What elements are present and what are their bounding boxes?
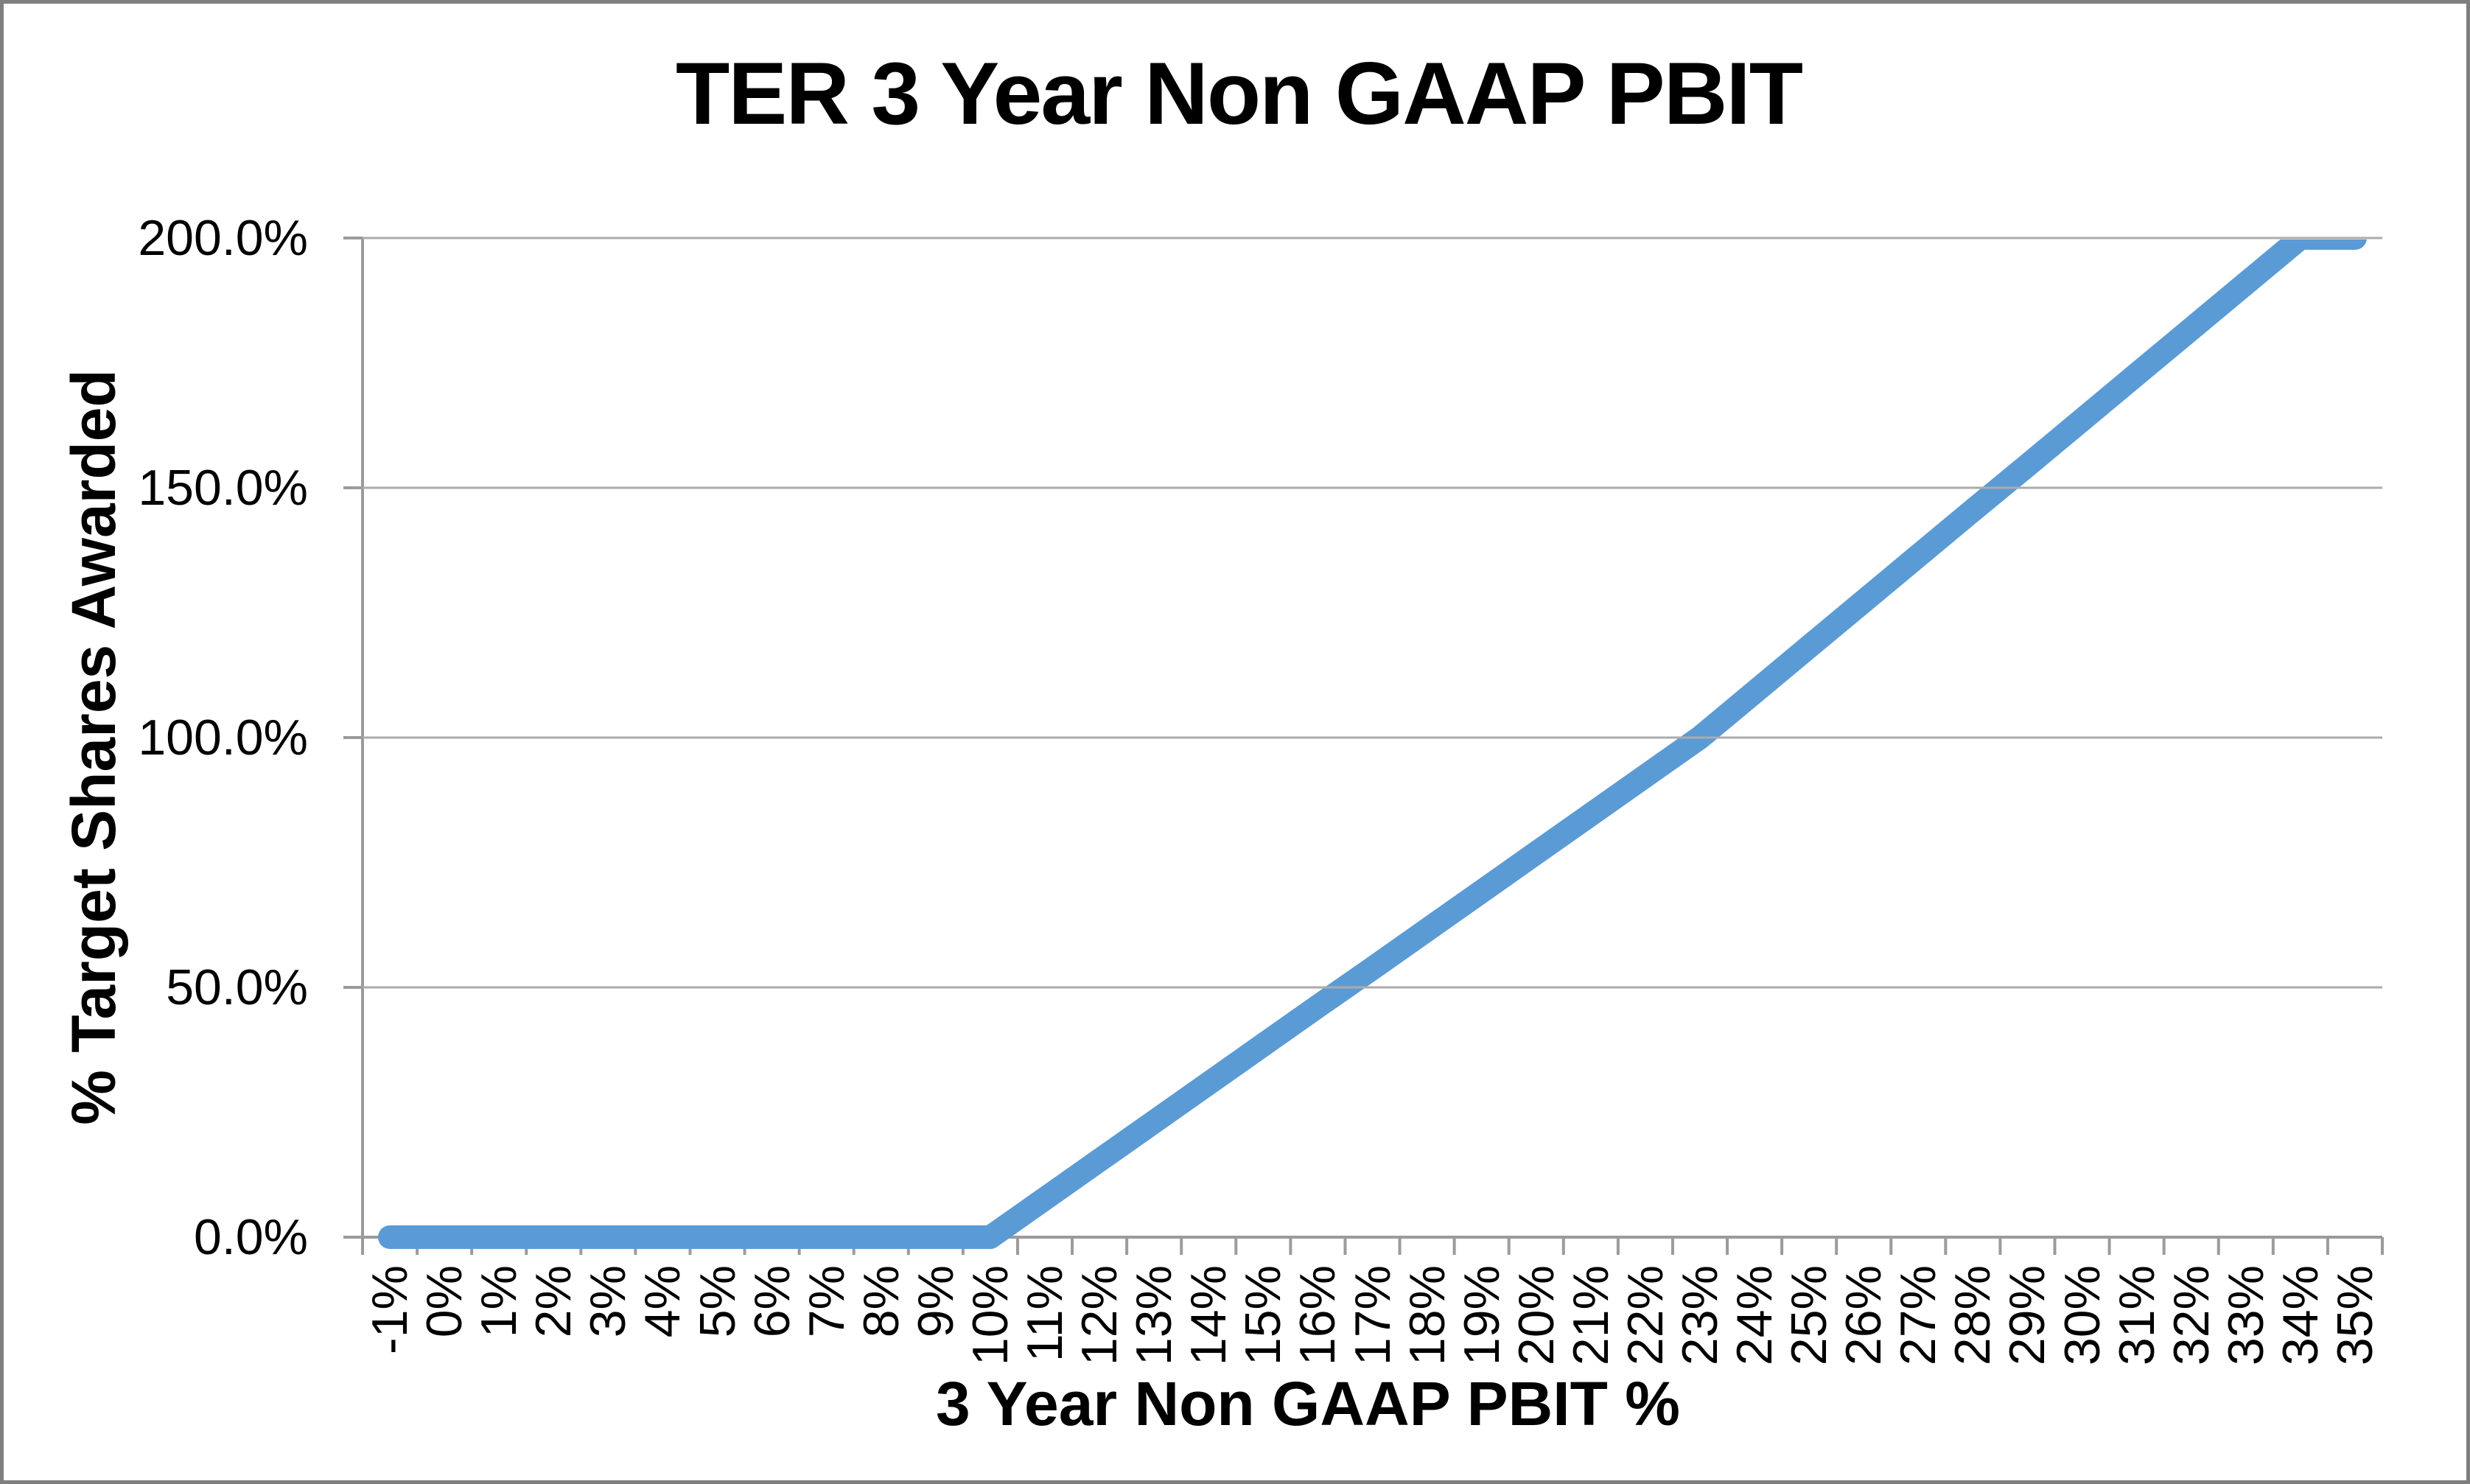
x-tick-label: 33%: [2217, 1265, 2274, 1366]
x-tick-label: 27%: [1890, 1265, 1947, 1366]
x-tick-label: 6%: [744, 1265, 800, 1338]
x-axis-title: 3 Year Non GAAP PBIT %: [936, 1369, 1680, 1438]
x-tick-label: 9%: [907, 1265, 964, 1338]
chart-title: TER 3 Year Non GAAP PBIT: [676, 44, 1803, 143]
series-line: [378, 239, 2367, 1249]
x-tick-label: 26%: [1836, 1265, 1892, 1366]
x-tick-label: 20%: [1508, 1265, 1564, 1366]
x-tick-label: 34%: [2272, 1265, 2329, 1366]
x-tick-label: 30%: [2054, 1265, 2110, 1366]
y-tick-label: 150.0%: [138, 460, 308, 516]
x-tick-label: 18%: [1399, 1265, 1455, 1366]
x-tick-label: 8%: [853, 1265, 909, 1338]
x-tick-label: 3%: [580, 1265, 637, 1338]
y-tick-label: 100.0%: [138, 710, 308, 766]
x-tick-label: 25%: [1781, 1265, 1838, 1366]
y-tick-label: 200.0%: [138, 210, 308, 266]
x-tick-label: 0%: [416, 1265, 473, 1338]
gridlines-layer: [363, 237, 2382, 989]
x-tick-label: 31%: [2108, 1265, 2165, 1366]
y-tick-label: 50.0%: [166, 959, 308, 1015]
x-tick-label: 10%: [962, 1265, 1018, 1366]
x-tick-label: 17%: [1344, 1265, 1401, 1366]
x-tick-label: 2%: [525, 1265, 582, 1338]
plot-area: [343, 237, 2384, 1255]
x-tick-label: 14%: [1180, 1265, 1237, 1366]
x-tick-label: 7%: [798, 1265, 855, 1338]
x-tick-label: 28%: [1945, 1265, 2001, 1366]
y-tick-label: 0.0%: [194, 1209, 308, 1265]
x-tick-label: 23%: [1671, 1265, 1728, 1366]
x-tick-label: 19%: [1453, 1265, 1510, 1366]
x-tick-label: 13%: [1126, 1265, 1183, 1366]
series-layer: [378, 239, 2367, 1249]
x-tick-label: 21%: [1562, 1265, 1619, 1366]
x-tick-label: 16%: [1290, 1265, 1346, 1366]
axes-layer: [343, 237, 2384, 1255]
x-tick-label: 24%: [1726, 1265, 1783, 1366]
x-tick-label: 1%: [471, 1265, 528, 1338]
x-tick-label: -1%: [362, 1265, 419, 1354]
x-tick-label: 4%: [634, 1265, 691, 1338]
x-tick-label: 15%: [1235, 1265, 1292, 1366]
x-tick-label: 11%: [1017, 1265, 1073, 1362]
x-tick-label: 12%: [1071, 1265, 1128, 1366]
x-tick-label: 5%: [689, 1265, 746, 1338]
x-tick-label: 22%: [1617, 1265, 1673, 1366]
x-tick-label: 29%: [1999, 1265, 2056, 1366]
x-tick-label: 32%: [2163, 1265, 2219, 1366]
x-tick-label: 35%: [2326, 1265, 2383, 1366]
